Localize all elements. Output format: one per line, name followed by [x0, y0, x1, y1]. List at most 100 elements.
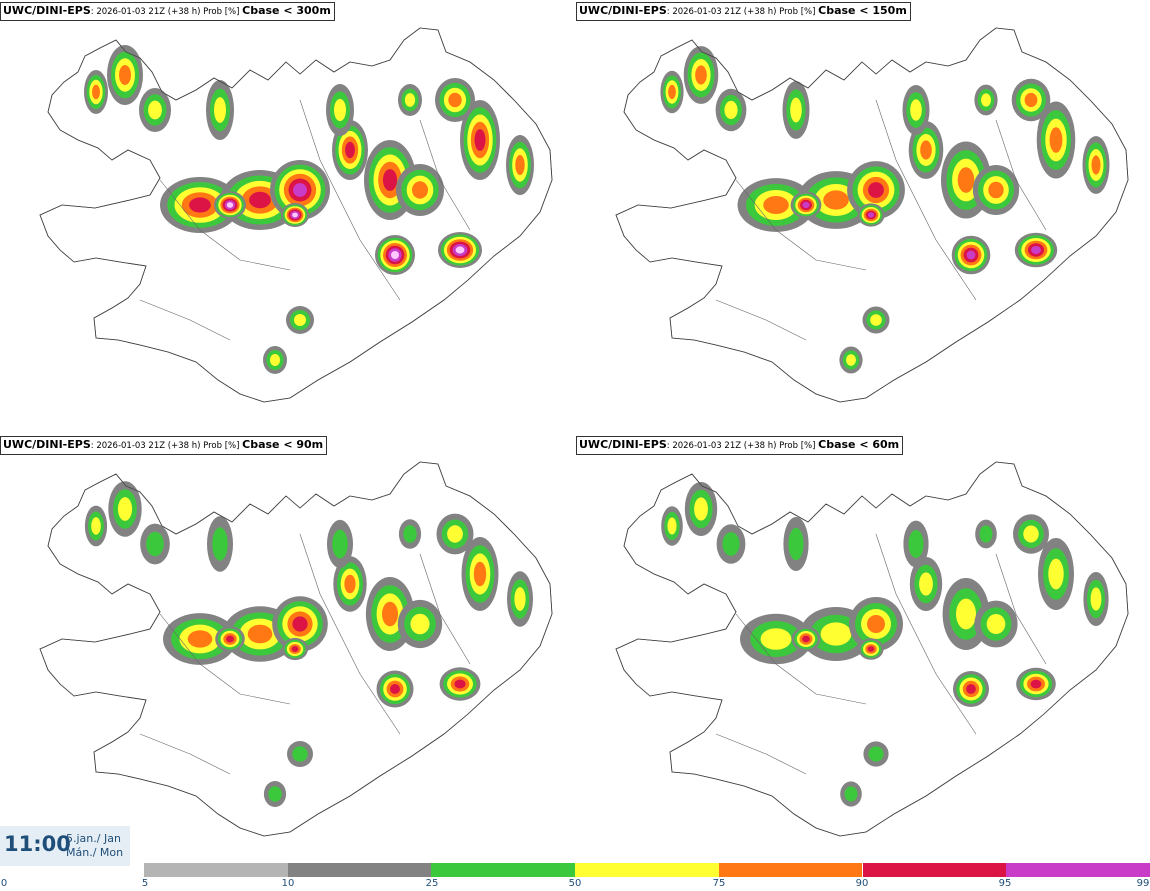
panel-title: UWC/DINI-EPS: 2026-01-03 21Z (+38 h) Pro…	[576, 436, 904, 455]
probability-contour	[390, 684, 400, 694]
map-canvas	[615, 27, 1129, 403]
boundary-line	[159, 613, 291, 705]
panel-title: UWC/DINI-EPS: 2026-01-03 21Z (+38 h) Pro…	[576, 2, 911, 21]
probability-contour	[1024, 92, 1038, 108]
probability-contour	[294, 314, 306, 326]
probability-contour	[722, 532, 740, 556]
probability-contour	[957, 167, 975, 193]
run-info: : 2026-01-03 21Z (+38 h) Prob [%]	[90, 441, 243, 451]
probability-contour	[966, 684, 976, 694]
probability-contour	[1048, 558, 1064, 590]
probability-contour	[268, 786, 282, 802]
probability-contour	[91, 517, 101, 535]
boundary-line	[299, 99, 401, 301]
probability-contour	[760, 628, 792, 650]
coastline-outline	[39, 27, 553, 403]
probability-contour	[226, 202, 234, 208]
legend-segment-50-75	[575, 863, 719, 877]
map-canvas	[615, 461, 1129, 837]
boundary-line	[419, 119, 471, 231]
legend-tick: 10	[281, 878, 295, 889]
boundary-line	[995, 119, 1047, 231]
legend-tick: 25	[425, 878, 439, 889]
probability-contour	[148, 100, 162, 120]
probability-contour	[247, 624, 273, 644]
probability-contour	[448, 92, 462, 108]
probability-contour	[119, 65, 131, 85]
legend-tick: 75	[712, 878, 726, 889]
run-info: : 2026-01-03 21Z (+38 h) Prob [%]	[90, 7, 243, 17]
legend-tick: 0	[0, 878, 8, 889]
run-info: : 2026-01-03 21Z (+38 h) Prob [%]	[666, 7, 819, 17]
map-panel-cbase-300: UWC/DINI-EPS: 2026-01-03 21Z (+38 h) Pro…	[0, 0, 574, 432]
probability-contour	[763, 196, 789, 214]
variable-name: Cbase < 150m	[818, 4, 907, 17]
probability-field	[84, 481, 533, 807]
variable-name: Cbase < 300m	[242, 4, 331, 17]
probability-contour	[668, 84, 676, 100]
boundary-line	[735, 179, 867, 271]
probability-contour	[1031, 246, 1041, 254]
probability-contour	[214, 97, 226, 123]
map-panel-cbase-150: UWC/DINI-EPS: 2026-01-03 21Z (+38 h) Pro…	[576, 0, 1150, 432]
probability-contour	[410, 613, 430, 635]
probability-contour	[823, 190, 849, 210]
probability-contour	[868, 746, 884, 762]
map-canvas	[39, 27, 553, 403]
probability-contour	[870, 314, 882, 326]
probability-contour	[332, 529, 348, 559]
valid-date-line-1: 5.jan./ Jan	[66, 832, 121, 845]
boundary-line	[715, 733, 807, 775]
probability-contour	[695, 65, 707, 85]
probability-contour	[908, 530, 924, 558]
probability-contour	[226, 635, 234, 643]
legend-segment-95-99	[1006, 863, 1150, 877]
probability-contour	[667, 517, 677, 535]
legend-tick: 5	[141, 878, 149, 889]
probability-contour	[1030, 679, 1042, 689]
probability-contour	[412, 181, 428, 199]
probability-contour	[404, 93, 416, 107]
probability-contour	[473, 561, 487, 587]
valid-time-box: 11:00 5.jan./ Jan Mán./ Mon	[0, 826, 130, 866]
probability-contour	[724, 100, 738, 120]
probability-field	[661, 482, 1109, 807]
probability-contour	[910, 99, 922, 121]
probability-contour	[919, 572, 933, 596]
probability-contour	[292, 746, 308, 762]
probability-contour	[334, 98, 346, 122]
probability-contour	[844, 786, 858, 802]
coastline-outline	[39, 461, 553, 837]
probability-contour	[474, 129, 486, 151]
boundary-line	[139, 733, 231, 775]
legend-segment-90-95	[862, 863, 1007, 877]
probability-contour	[1023, 525, 1039, 543]
probability-field	[84, 45, 534, 374]
map-canvas	[39, 461, 553, 837]
probability-contour	[189, 197, 211, 213]
probability-legend	[144, 863, 1150, 877]
variable-name: Cbase < 60m	[818, 438, 900, 451]
probability-contour	[988, 181, 1004, 199]
probability-contour	[291, 646, 299, 652]
probability-contour	[956, 598, 976, 630]
probability-contour	[788, 527, 804, 561]
probability-contour	[515, 155, 525, 175]
probability-contour	[981, 93, 991, 107]
coastline-outline	[615, 27, 1129, 403]
boundary-line	[875, 99, 977, 301]
probability-contour	[382, 169, 398, 191]
probability-contour	[790, 97, 802, 123]
probability-contour	[249, 191, 271, 209]
model-name: UWC/DINI-EPS	[3, 4, 91, 17]
model-name: UWC/DINI-EPS	[3, 438, 91, 451]
probability-field	[660, 46, 1110, 374]
probability-contour	[454, 679, 466, 689]
probability-contour	[292, 616, 308, 632]
probability-contour	[514, 587, 526, 611]
probability-contour	[391, 251, 399, 259]
probability-contour	[1049, 127, 1063, 153]
probability-contour	[867, 615, 885, 633]
probability-contour	[292, 212, 298, 218]
valid-time: 11:00	[4, 832, 71, 856]
